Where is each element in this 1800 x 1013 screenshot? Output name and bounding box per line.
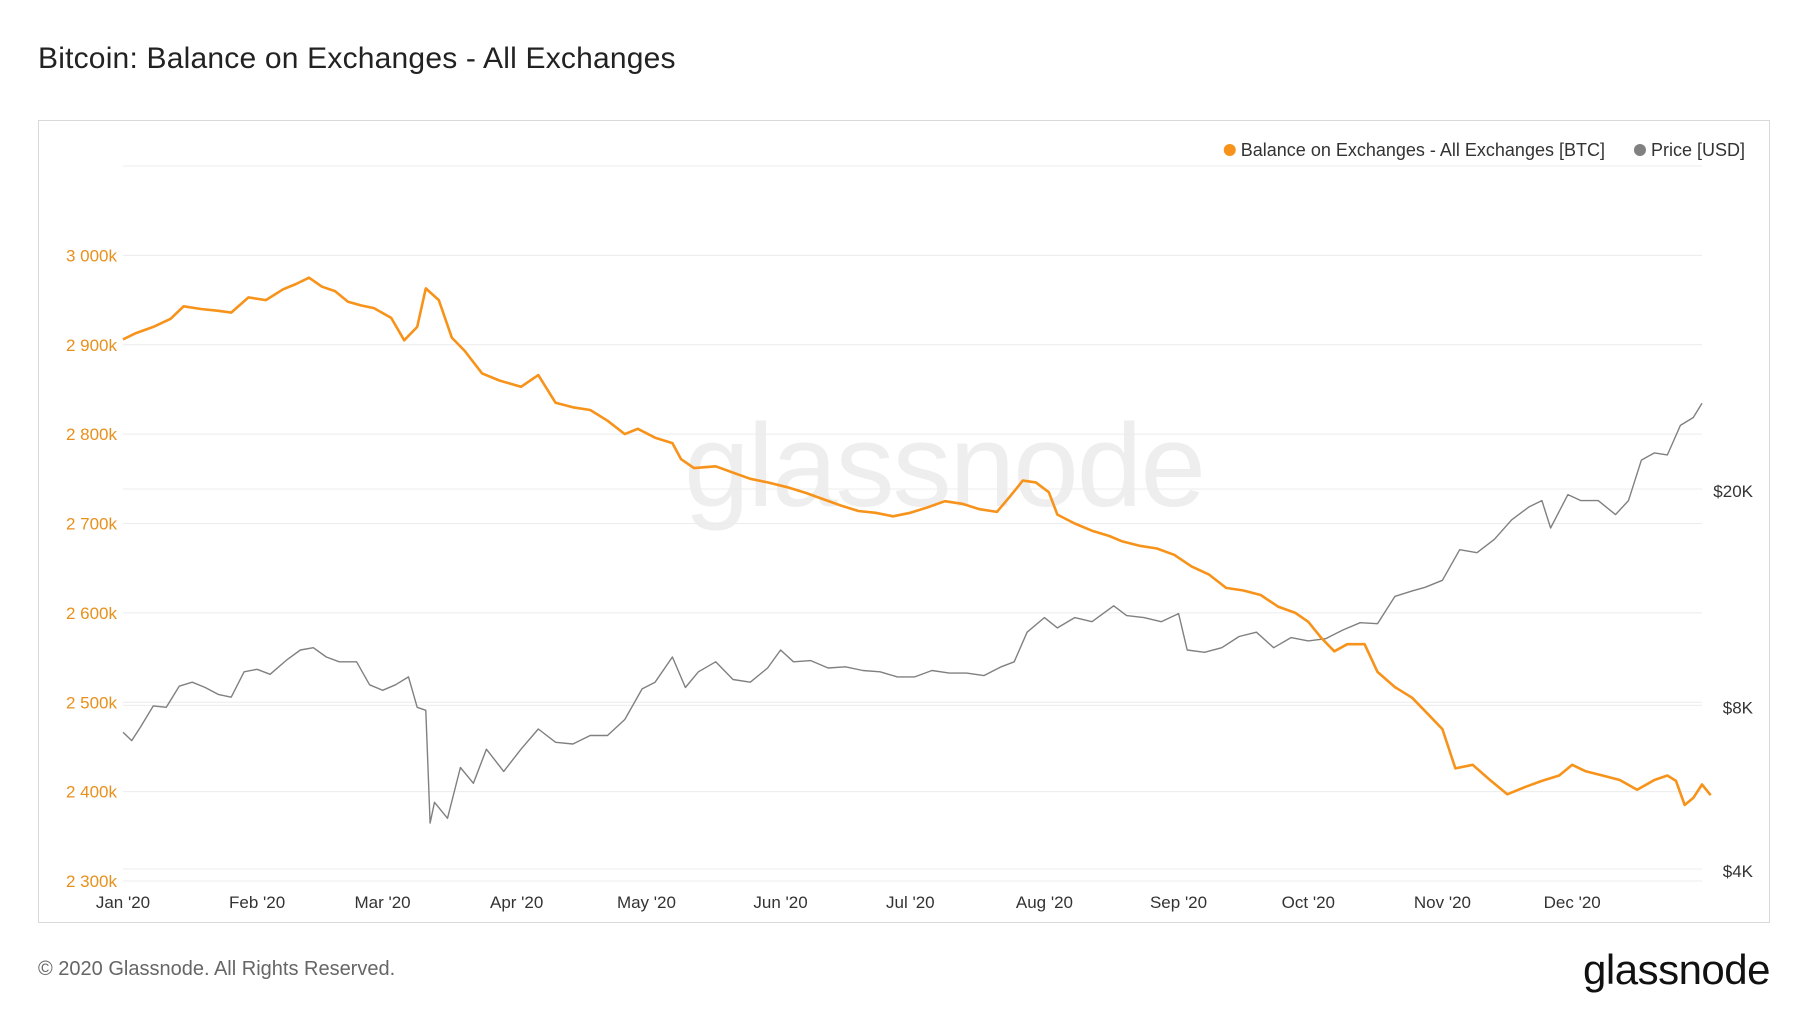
x-axis-tick-label: Oct '20 xyxy=(1282,893,1335,912)
x-axis-tick-label: Sep '20 xyxy=(1150,893,1207,912)
left-axis-tick-label: 2 700k xyxy=(66,515,118,534)
left-axis-tick-label: 2 300k xyxy=(66,872,118,891)
left-axis-tick-label: 2 800k xyxy=(66,425,118,444)
chart-svg: glassnode 2 300k 2 400k 2 500k 2 600k 2 700k… xyxy=(66,140,1754,912)
left-axis-tick-label: 2 400k xyxy=(66,783,118,802)
right-axis-tick-label: $4K xyxy=(1723,862,1754,881)
x-axis-tick-label: Jul '20 xyxy=(886,893,935,912)
x-axis-tick-label: Apr '20 xyxy=(490,893,543,912)
x-axis-tick-label: Jan '20 xyxy=(96,893,150,912)
price-series-line xyxy=(122,402,1703,824)
x-axis-tick-label: May '20 xyxy=(617,893,676,912)
x-axis-tick-label: Jun '20 xyxy=(753,893,807,912)
grid-lines xyxy=(123,165,1702,882)
x-axis: Jan '20 Feb '20 Mar '20 Apr '20 May '20 Jun '… xyxy=(96,893,1601,912)
x-axis-tick-label: Feb '20 xyxy=(229,893,285,912)
glassnode-logo: glassnode xyxy=(1583,946,1770,993)
legend-label: Price [USD] xyxy=(1651,140,1745,160)
right-axis-tick-label: $8K xyxy=(1723,698,1754,717)
left-axis-tick-label: 2 600k xyxy=(66,604,118,623)
legend: Price [USD] Balance on Exchanges - All Ex… xyxy=(1223,140,1745,160)
copyright-footer: © 2020 Glassnode. All Rights Reserved. xyxy=(38,958,396,980)
x-axis-tick-label: Nov '20 xyxy=(1414,893,1471,912)
left-axis-tick-label: 2 900k xyxy=(66,336,118,355)
x-axis-tick-label: Dec '20 xyxy=(1544,893,1601,912)
legend-marker-balance xyxy=(1223,144,1236,156)
left-axis: 2 300k 2 400k 2 500k 2 600k 2 700k 2 800k 2 90… xyxy=(66,246,118,891)
legend-marker-price xyxy=(1633,144,1646,156)
left-axis-tick-label: 2 500k xyxy=(66,693,118,712)
series-layer xyxy=(122,276,1712,824)
right-axis: $4K $8K $20K xyxy=(1713,482,1753,881)
watermark-text: glassnode xyxy=(684,400,1204,532)
left-axis-tick-label: 3 000k xyxy=(66,246,118,265)
x-axis-tick-label: Mar '20 xyxy=(354,893,410,912)
right-axis-tick-label: $20K xyxy=(1713,482,1753,501)
x-axis-tick-label: Aug '20 xyxy=(1016,893,1073,912)
page-title: Bitcoin: Balance on Exchanges - All Exch… xyxy=(38,42,676,75)
balance-series-line xyxy=(122,276,1712,807)
chart-panel: glassnode 2 300k 2 400k 2 500k 2 600k 2 700k… xyxy=(38,120,1770,923)
legend-label: Balance on Exchanges - All Exchanges [BT… xyxy=(1241,140,1605,160)
